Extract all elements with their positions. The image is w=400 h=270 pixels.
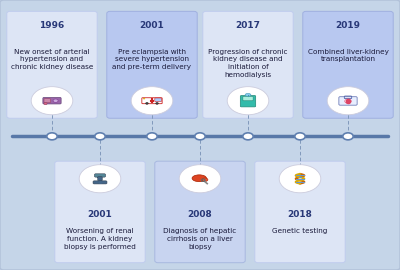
Text: 2001: 2001	[140, 21, 164, 30]
FancyBboxPatch shape	[240, 96, 256, 107]
Circle shape	[156, 103, 158, 104]
Circle shape	[131, 87, 173, 115]
Ellipse shape	[202, 178, 208, 181]
FancyBboxPatch shape	[93, 181, 107, 184]
Circle shape	[295, 133, 305, 140]
Circle shape	[95, 133, 105, 140]
Text: Combined liver-kidney
transplantation: Combined liver-kidney transplantation	[308, 49, 388, 62]
Ellipse shape	[192, 175, 206, 182]
FancyBboxPatch shape	[155, 98, 162, 102]
FancyBboxPatch shape	[339, 97, 357, 105]
Circle shape	[53, 99, 58, 102]
FancyBboxPatch shape	[142, 98, 162, 104]
Ellipse shape	[245, 93, 251, 96]
FancyBboxPatch shape	[98, 177, 102, 181]
Circle shape	[279, 165, 321, 193]
Text: 2019: 2019	[336, 21, 360, 30]
Circle shape	[195, 133, 205, 140]
Circle shape	[143, 98, 145, 99]
FancyBboxPatch shape	[203, 11, 293, 118]
Text: Genetic testing: Genetic testing	[272, 228, 328, 234]
Text: 2001: 2001	[88, 210, 112, 219]
Circle shape	[243, 133, 253, 140]
Text: Pre eclampsia with
severe hypertension
and pre-term delivery: Pre eclampsia with severe hypertension a…	[112, 49, 192, 70]
FancyBboxPatch shape	[7, 11, 97, 118]
FancyBboxPatch shape	[155, 161, 245, 263]
Circle shape	[147, 133, 157, 140]
FancyBboxPatch shape	[303, 11, 393, 118]
Circle shape	[343, 133, 353, 140]
Text: Progression of chronic
kidney disease and
initiation of
hemodialysis: Progression of chronic kidney disease an…	[208, 49, 288, 78]
Circle shape	[79, 165, 121, 193]
Text: 2017: 2017	[236, 21, 260, 30]
FancyBboxPatch shape	[44, 99, 51, 103]
Circle shape	[146, 103, 148, 104]
Circle shape	[44, 103, 47, 105]
FancyBboxPatch shape	[255, 161, 345, 263]
Circle shape	[227, 87, 269, 115]
FancyBboxPatch shape	[43, 97, 61, 104]
Circle shape	[327, 87, 369, 115]
Text: 2018: 2018	[288, 210, 312, 219]
Text: New onset of arterial
hypertension and
chronic kidney disease: New onset of arterial hypertension and c…	[11, 49, 93, 70]
Text: 2008: 2008	[188, 210, 212, 219]
FancyBboxPatch shape	[107, 11, 197, 118]
FancyBboxPatch shape	[55, 161, 145, 263]
Circle shape	[179, 165, 221, 193]
Circle shape	[31, 87, 73, 115]
Text: 1996: 1996	[39, 21, 65, 30]
Text: Diagnosis of hepatic
cirrhosis on a liver
biopsy: Diagnosis of hepatic cirrhosis on a live…	[163, 228, 237, 250]
FancyBboxPatch shape	[94, 174, 106, 177]
FancyBboxPatch shape	[243, 96, 253, 101]
Text: Worsening of renal
function. A kidney
biopsy is performed: Worsening of renal function. A kidney bi…	[64, 228, 136, 250]
Circle shape	[47, 133, 57, 140]
Circle shape	[345, 99, 351, 103]
